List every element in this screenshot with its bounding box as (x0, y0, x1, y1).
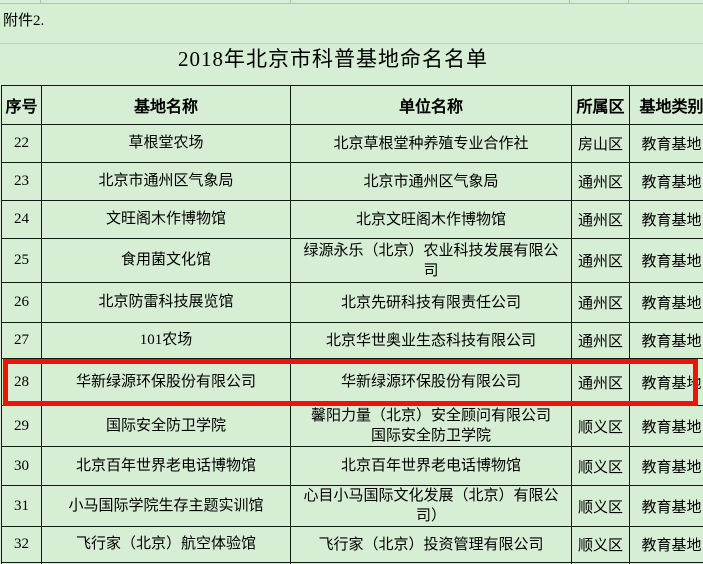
cell-category: 教育基地 (629, 485, 703, 527)
cell-district: 通州区 (571, 282, 630, 323)
gridline-vertical (290, 0, 291, 4)
cell-base-name: 飞行家（北京）航空体验馆 (41, 526, 291, 563)
gridline-horizontal-faint (0, 43, 703, 44)
table-row: 22 草根堂农场 北京草根堂种养殖专业合作社 房山区 教育基地 (1, 124, 703, 163)
cell-base-name: 101农场 (41, 322, 291, 359)
table-row: 23 北京市通州区气象局 北京市通州区气象局 通州区 教育基地 (1, 162, 703, 201)
cell-district: 通州区 (571, 322, 630, 359)
table-row: 26 北京防雷科技展览馆 北京先研科技有限责任公司 通州区 教育基地 (1, 282, 703, 323)
cell-seq: 28 (1, 358, 42, 406)
table-row: 31 小马国际学院生存主题实训馆 心目小马国际文化发展（北京）有限公 司） 顺义… (1, 485, 703, 527)
cell-unit-name: 飞行家（北京）投资管理有限公司 (290, 526, 572, 563)
cell-base-name: 国际安全防卫学院 (41, 405, 291, 447)
column-header-district: 所属区 (571, 85, 630, 125)
table-row-partial (1, 562, 703, 564)
cell-district: 通州区 (571, 200, 630, 239)
gridline-vertical (569, 0, 570, 4)
cell-category: 教育基地 (629, 238, 703, 283)
cell-district: 通州区 (571, 238, 630, 283)
cell-base-name: 小马国际学院生存主题实训馆 (41, 485, 291, 527)
table-row: 29 国际安全防卫学院 馨阳力量（北京）安全顾问有限公司 国际安全防卫学院 顺义… (1, 405, 703, 447)
cell-district: 顺义区 (571, 405, 630, 447)
cell-unit-name: 北京文旺阁木作博物馆 (290, 200, 572, 239)
table-row: 27 101农场 北京华世奥业生态科技有限公司 通州区 教育基地 (1, 322, 703, 359)
gridline-vertical (40, 0, 41, 4)
base-table: 序号 基地名称 单位名称 所属区 基地类别 22 草根堂农场 北京草根堂种养殖专… (1, 85, 703, 564)
column-header-category: 基地类别 (629, 85, 703, 125)
gridline-vertical (628, 0, 629, 4)
cell-district: 房山区 (571, 124, 630, 163)
page-title: 2018年北京市科普基地命名名单 (178, 47, 488, 71)
cell-unit-name: 华新绿源环保股份有限公司 (290, 358, 572, 406)
cell-unit-name: 心目小马国际文化发展（北京）有限公 司） (290, 485, 572, 527)
cell-seq: 29 (1, 405, 42, 447)
cell-category: 教育基地 (629, 526, 703, 563)
cell-seq: 24 (1, 200, 42, 239)
cell-seq: 30 (1, 446, 42, 486)
cell-base-name: 文旺阁木作博物馆 (41, 200, 291, 239)
cell-category: 教育基地 (629, 162, 703, 201)
table-row: 32 飞行家（北京）航空体验馆 飞行家（北京）投资管理有限公司 顺义区 教育基地 (1, 526, 703, 563)
column-header-unit-name: 单位名称 (290, 85, 572, 125)
cell-seq: 27 (1, 322, 42, 359)
cell-base-name: 北京市通州区气象局 (41, 162, 291, 201)
table-row: 30 北京百年世界老电话博物馆 北京百年世界老电话博物馆 顺义区 教育基地 (1, 446, 703, 486)
cell-unit-name: 馨阳力量（北京）安全顾问有限公司 国际安全防卫学院 (290, 405, 572, 447)
cell-unit-name: 北京先研科技有限责任公司 (290, 282, 572, 323)
cell-base-name: 食用菌文化馆 (41, 238, 291, 283)
cell-seq: 23 (1, 162, 42, 201)
cell-unit-name: 北京草根堂种养殖专业合作社 (290, 124, 572, 163)
gridline-horizontal (0, 3, 703, 4)
cell-unit-name: 绿源永乐（北京）农业科技发展有限公 司 (290, 238, 572, 283)
cell-category: 教育基地 (629, 124, 703, 163)
cell-seq: 26 (1, 282, 42, 323)
table-row: 25 食用菌文化馆 绿源永乐（北京）农业科技发展有限公 司 通州区 教育基地 (1, 238, 703, 283)
cell-district: 通州区 (571, 162, 630, 201)
table-row: 24 文旺阁木作博物馆 北京文旺阁木作博物馆 通州区 教育基地 (1, 200, 703, 239)
cell-category: 教育基地 (629, 446, 703, 486)
cell-unit-name: 北京华世奥业生态科技有限公司 (290, 322, 572, 359)
cell-category: 教育基地 (629, 358, 703, 406)
cell-category: 教育基地 (629, 322, 703, 359)
cell-empty (629, 562, 703, 564)
cell-district: 顺义区 (571, 446, 630, 486)
cell-category: 教育基地 (629, 200, 703, 239)
cell-base-name: 北京防雷科技展览馆 (41, 282, 291, 323)
table-row-highlighted: 28 华新绿源环保股份有限公司 华新绿源环保股份有限公司 通州区 教育基地 (1, 358, 703, 406)
cell-unit-name: 北京市通州区气象局 (290, 162, 572, 201)
cell-seq: 22 (1, 124, 42, 163)
column-header-seq: 序号 (1, 85, 42, 125)
cell-category: 教育基地 (629, 282, 703, 323)
cell-category: 教育基地 (629, 405, 703, 447)
cell-base-name: 华新绿源环保股份有限公司 (41, 358, 291, 406)
cell-district: 顺义区 (571, 526, 630, 563)
cell-district: 顺义区 (571, 485, 630, 527)
cell-district: 通州区 (571, 358, 630, 406)
cell-seq: 31 (1, 485, 42, 527)
cell-unit-name: 北京百年世界老电话博物馆 (290, 446, 572, 486)
cell-seq: 32 (1, 526, 42, 563)
cell-seq: 25 (1, 238, 42, 283)
cell-base-name: 北京百年世界老电话博物馆 (41, 446, 291, 486)
cell-base-name: 草根堂农场 (41, 124, 291, 163)
attachment-label: 附件2. (3, 13, 45, 29)
column-header-base-name: 基地名称 (41, 85, 291, 125)
table-header-row: 序号 基地名称 单位名称 所属区 基地类别 (1, 85, 703, 125)
